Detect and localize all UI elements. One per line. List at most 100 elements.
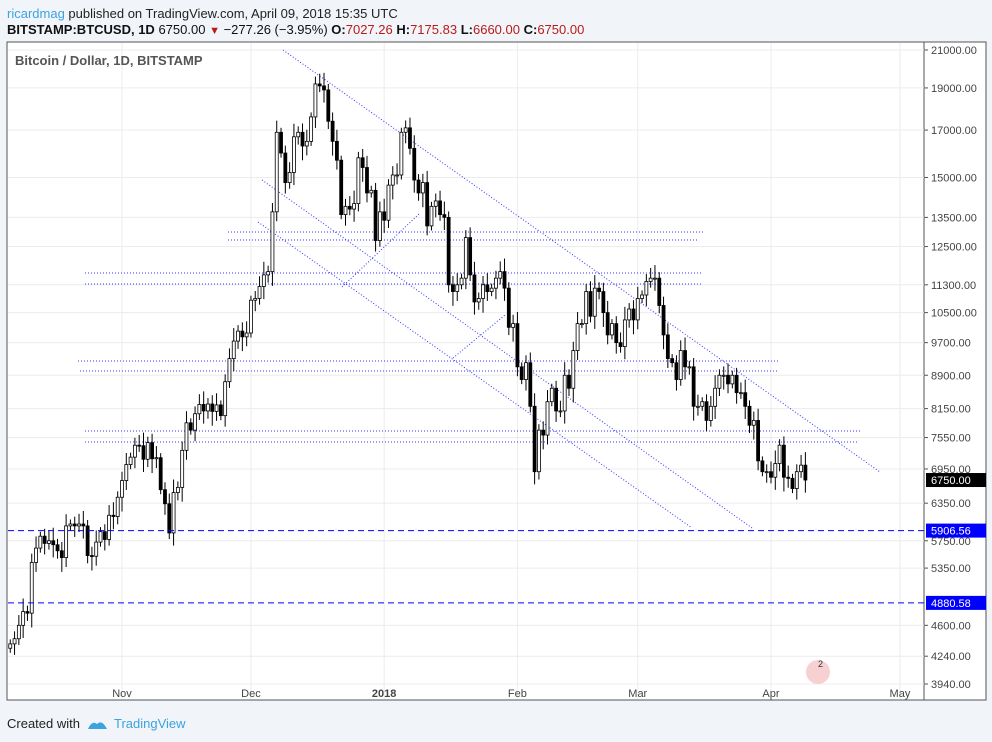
candle [657,272,662,314]
candle-body-down [769,471,773,478]
publish-text: published on TradingView.com, April 09, … [68,6,398,21]
close-value: 6750.00 [537,22,585,37]
candle [764,464,769,483]
y-tick-label: 10500.00 [931,308,977,320]
candle [739,382,743,399]
price-change: −277.26 (−3.95%) [223,22,328,37]
y-tick-label: 5750.00 [931,536,971,548]
x-tick-label: 2018 [372,688,396,700]
candle [399,127,404,180]
candle-body-down [347,205,352,210]
author-link[interactable]: ricardmag [7,6,65,21]
candle-body-down [605,312,610,336]
candle-body-up [537,429,541,473]
candle [438,190,442,221]
candle-body-up [429,205,434,227]
candle-body-up [558,410,563,413]
candle [459,273,464,290]
candle [283,145,288,194]
candle [734,367,739,404]
candle [451,275,455,306]
candle [163,482,167,515]
candle [141,432,146,472]
candle-body-up [214,404,219,412]
candle [330,112,335,156]
candle [317,73,322,93]
candle-body-up [571,350,576,389]
candle-body-up [579,323,584,326]
candle-body-down [726,374,730,385]
tradingview-link[interactable]: TradingView [113,716,186,731]
candle-body-down [373,189,378,241]
candle-body-up [206,403,210,412]
y-tick-label: 9700.00 [931,338,971,350]
candle [614,316,619,354]
candle [481,275,485,313]
cross-line[interactable] [452,314,506,359]
price-axis[interactable] [923,41,987,701]
y-tick-label: 8150.00 [931,404,971,416]
candle [648,267,653,288]
candle-body-up [120,480,124,498]
candle-body-up [549,387,554,403]
candle [653,265,657,291]
candle-body-down [760,460,765,473]
symbol-label: BITSTAMP:BTCUSD, 1D [7,22,155,37]
candle-body-up [545,401,550,436]
candle-body-down [201,404,206,412]
candle-body-up [175,486,180,493]
candle-body-up [395,174,399,177]
candle-body-up [390,174,395,186]
candle [240,322,245,352]
candle [210,395,215,426]
candle-body-up [773,463,778,478]
candle-body-up [739,392,743,395]
candle-body-down [81,523,86,527]
candle [382,198,387,233]
candle-body-up [68,523,73,527]
candle [760,456,765,477]
candle [420,173,425,208]
candle [640,290,644,304]
candle-body-up [498,271,503,279]
resistance-trendline[interactable] [282,49,881,473]
candle-body-up [524,362,528,380]
candle [704,394,709,432]
candle [515,311,520,377]
candle [670,354,675,368]
candle [25,605,30,621]
candle [115,491,120,525]
candle-body-up [700,401,705,407]
candle [360,148,365,182]
candle [218,400,223,421]
candle-body-down [618,342,623,347]
candle-body-down [803,464,808,481]
candle-body-down [425,182,430,227]
candle-body-down [786,476,791,479]
candle-body-up [115,496,120,517]
y-tick-label: 3940.00 [931,679,971,691]
candle [167,493,172,540]
high-value: 7175.83 [410,22,458,37]
candle-body-up [463,237,468,279]
candle [145,436,150,468]
candle-body-down [283,152,288,183]
x-tick-label: May [890,688,911,700]
candle-body-down [532,405,537,473]
y-tick-label: 6350.00 [931,498,971,510]
candle-body-down [51,540,56,546]
candle-body-up [489,287,494,292]
candle [777,439,782,472]
candle [747,400,752,434]
candle-body-up [98,531,103,543]
candle-body-down [365,167,369,194]
candle [476,292,481,310]
candle [502,258,507,301]
candle [124,452,129,490]
candle-body-up [132,444,137,458]
candle [433,193,438,218]
channel-line-upper[interactable] [261,179,753,529]
candle [188,418,193,435]
candle [322,72,326,103]
